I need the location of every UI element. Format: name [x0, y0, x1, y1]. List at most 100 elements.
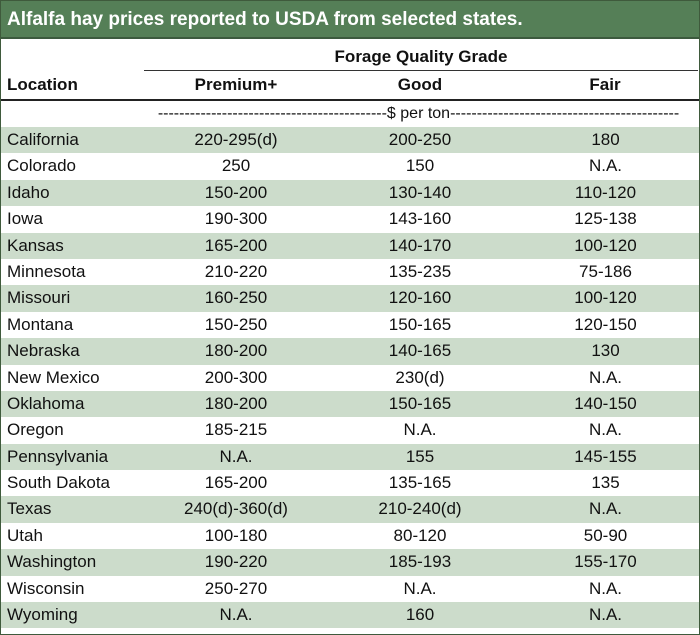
cell-good: 185-193 [388, 552, 452, 572]
cell-location: Idaho [7, 182, 50, 202]
cell-fair: 100-120 [574, 235, 637, 255]
table-row: Idaho 150-200 130-140 110-120 [1, 179, 699, 207]
column-header-premium: Premium+ [194, 75, 278, 94]
cell-fair: 110-120 [574, 182, 637, 202]
cell-premium: N.A. [219, 446, 253, 466]
cell-location: Colorado [7, 156, 76, 176]
cell-location: Nebraska [7, 341, 80, 361]
cell-premium: 240(d)-360(d) [184, 499, 288, 519]
table-row: Missouri 160-250 120-160 100-120 [1, 285, 699, 312]
cell-fair: 180 [591, 130, 620, 149]
table-body: California 220-295(d) 200-250 180 Colorado 25… [1, 127, 699, 629]
table-row: Iowa 190-300 143-160 125-138 [1, 206, 699, 233]
cell-premium: 190-220 [204, 552, 268, 572]
cell-location: Minnesota [7, 261, 86, 281]
cell-premium: 150-250 [204, 314, 268, 334]
table-row: California 220-295(d) 200-250 180 [1, 127, 699, 154]
cell-location: Pennsylvania [7, 446, 109, 466]
table-row: Montana 150-250 150-165 120-150 [1, 311, 699, 339]
cell-fair: N.A. [588, 499, 623, 519]
table-row: New Mexico 200-300 230(d) N.A. [1, 364, 699, 391]
cell-premium: 150-200 [204, 182, 268, 202]
cell-good: 80-120 [393, 525, 447, 545]
cell-good: 140-170 [388, 235, 452, 255]
cell-premium: 100-180 [204, 525, 268, 545]
cell-location: Missouri [7, 288, 71, 308]
table-row: Nebraska 180-200 140-165 130 [1, 338, 699, 365]
cell-premium: 250 [221, 156, 251, 176]
cell-good: 140-165 [388, 341, 452, 361]
cell-location: Kansas [7, 235, 64, 255]
table-row: Wyoming N.A. 160 N.A. [1, 602, 699, 629]
column-header-fair: Fair [589, 75, 621, 94]
table-row: Kansas 165-200 140-170 100-120 [1, 232, 699, 259]
cell-location: South Dakota [7, 473, 111, 493]
cell-location: Texas [7, 499, 52, 519]
cell-location: California [7, 130, 79, 149]
table-row: Texas 240(d)-360(d) 210-240(d) N.A. [1, 496, 699, 523]
cell-premium: N.A. [219, 605, 253, 625]
cell-fair: 130 [591, 341, 620, 361]
cell-location: Oklahoma [7, 393, 85, 413]
cell-fair: N.A. [588, 420, 623, 440]
cell-premium: 185-215 [204, 420, 268, 440]
cell-fair: 155-170 [574, 552, 637, 572]
cell-fair: N.A. [588, 605, 623, 625]
table-row: Pennsylvania N.A. 155 145-155 [1, 443, 699, 471]
cell-premium: 180-200 [204, 341, 268, 361]
cell-fair: 125-138 [574, 209, 637, 229]
cell-premium: 160-250 [204, 288, 268, 308]
cell-good: 130-140 [388, 182, 452, 202]
cell-fair: N.A. [588, 367, 623, 387]
cell-premium: 180-200 [204, 393, 268, 413]
cell-good: 143-160 [388, 209, 452, 229]
cell-location: Utah [7, 525, 43, 545]
cell-fair: 120-150 [574, 314, 637, 334]
cell-premium: 190-300 [204, 209, 268, 229]
table-row: Wisconsin 250-270 N.A. N.A. [1, 575, 699, 603]
cell-fair: 75-186 [579, 261, 632, 281]
cell-location: Wyoming [7, 605, 78, 625]
cell-good: 135-235 [388, 261, 452, 281]
cell-fair: 100-120 [574, 288, 637, 308]
cell-good: 200-250 [388, 130, 452, 149]
table-row: Minnesota 210-220 135-235 75-186 [1, 258, 699, 286]
cell-location: Oregon [7, 420, 64, 440]
cell-fair: 50-90 [583, 525, 628, 545]
cell-premium: 165-200 [204, 473, 268, 493]
cell-good: N.A. [403, 420, 437, 440]
cell-fair: N.A. [588, 156, 623, 176]
cell-premium: 210-220 [204, 261, 268, 281]
table-row: Oregon 185-215 N.A. N.A. [1, 417, 699, 444]
column-header-location: Location [7, 75, 78, 94]
units-row: ----------------------------------------… [157, 105, 680, 122]
cell-fair: 145-155 [574, 446, 637, 466]
cell-location: Iowa [7, 209, 43, 229]
cell-good: 210-240(d) [378, 499, 462, 519]
cell-premium: 250-270 [204, 578, 268, 598]
table-row: Oklahoma 180-200 150-165 140-150 [1, 390, 699, 418]
table-row: Washington 190-220 185-193 155-170 [1, 549, 699, 576]
group-header-rule [144, 70, 698, 71]
cell-location: New Mexico [7, 367, 100, 387]
cell-premium: 200-300 [204, 367, 268, 387]
cell-good: 120-160 [388, 288, 452, 308]
cell-good: 155 [405, 446, 435, 466]
cell-good: 150-165 [388, 393, 452, 413]
cell-good: 135-165 [388, 473, 452, 493]
cell-location: Washington [7, 552, 97, 572]
cell-good: 230(d) [395, 367, 445, 387]
cell-fair: 140-150 [574, 393, 637, 413]
table-row: South Dakota 165-200 135-165 135 [1, 470, 699, 497]
cell-fair: N.A. [588, 578, 623, 598]
table-row: Utah 100-180 80-120 50-90 [1, 522, 699, 550]
header-divider [1, 99, 699, 101]
cell-good: 160 [405, 605, 435, 625]
cell-location: Montana [7, 314, 74, 334]
table-row: Colorado 250 150 N.A. [1, 153, 699, 180]
cell-location: Wisconsin [7, 578, 85, 598]
cell-premium: 220-295(d) [194, 130, 278, 149]
table-title: Alfalfa hay prices reported to USDA from… [1, 1, 699, 39]
cell-fair: 135 [591, 473, 620, 493]
